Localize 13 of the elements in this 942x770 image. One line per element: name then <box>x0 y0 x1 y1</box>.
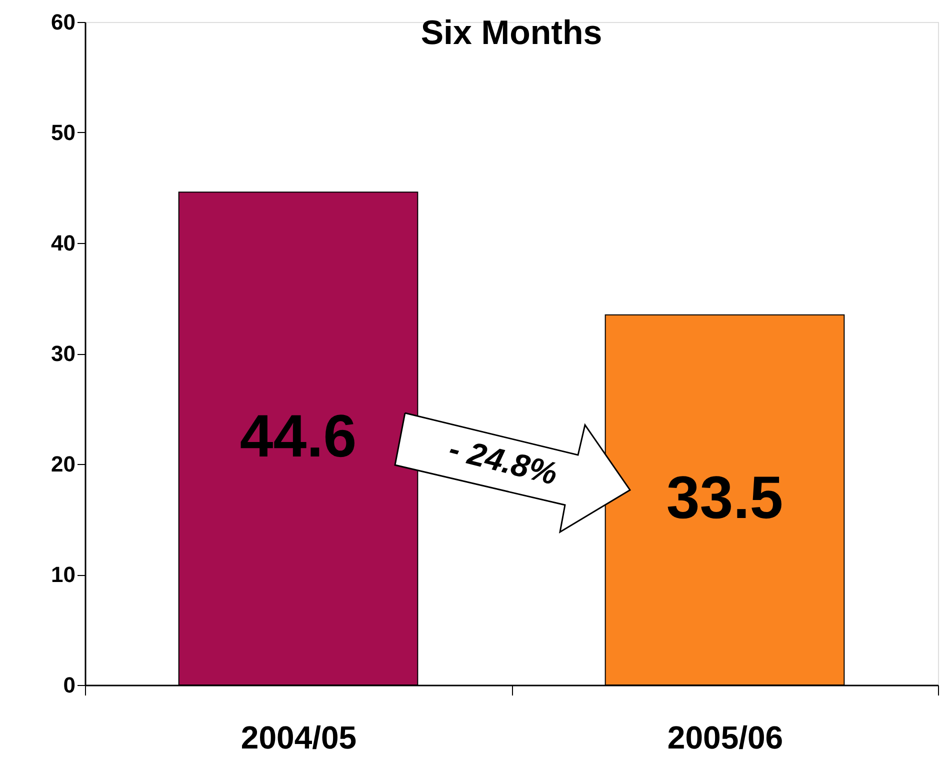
x-tick-label: 2004/05 <box>240 720 357 756</box>
annotation: - 24.8% <box>445 430 562 492</box>
y-tick-label: 30 <box>51 341 76 366</box>
x-tick-label: 2005/06 <box>667 720 784 756</box>
chart-title: Six Months <box>420 14 602 52</box>
y-tick-label: 20 <box>51 452 76 476</box>
y-tick-label: 0 <box>63 672 76 698</box>
y-tick-label: 60 <box>51 10 76 34</box>
data-label: 44.6 <box>240 402 357 470</box>
y-tick-label: 50 <box>51 120 76 145</box>
y-tick-label: 10 <box>51 562 76 587</box>
data-label: 33.5 <box>666 464 784 531</box>
y-tick-label: 40 <box>51 230 76 256</box>
